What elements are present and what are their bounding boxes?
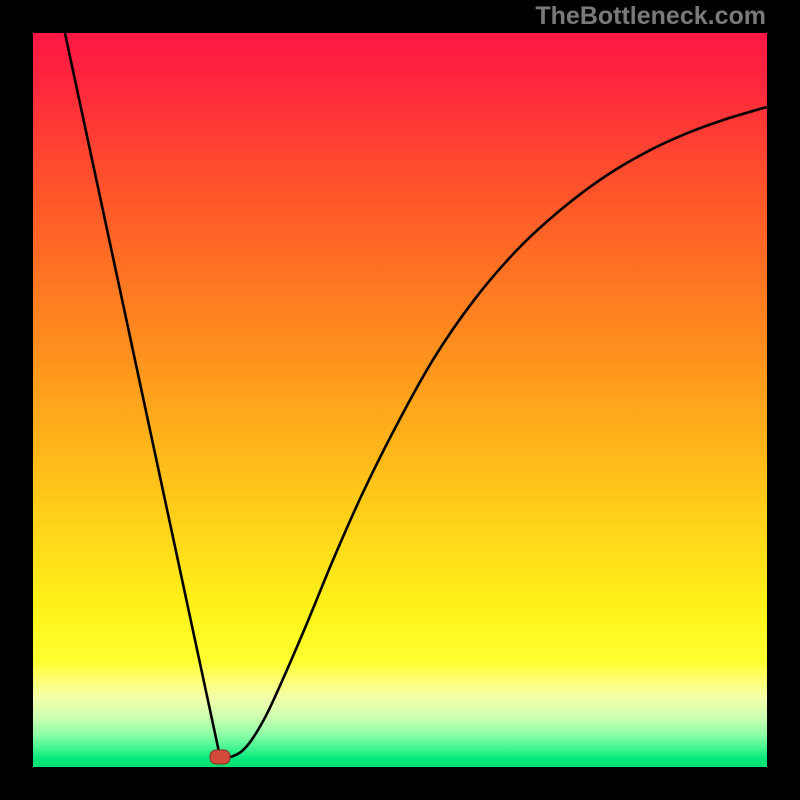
- bottleneck-curve: [33, 33, 767, 767]
- curve-path: [65, 33, 767, 757]
- minimum-marker: [210, 750, 231, 765]
- chart-outer-frame: TheBottleneck.com: [0, 0, 800, 800]
- watermark-text: TheBottleneck.com: [535, 2, 766, 31]
- chart-plot-area: [33, 33, 767, 767]
